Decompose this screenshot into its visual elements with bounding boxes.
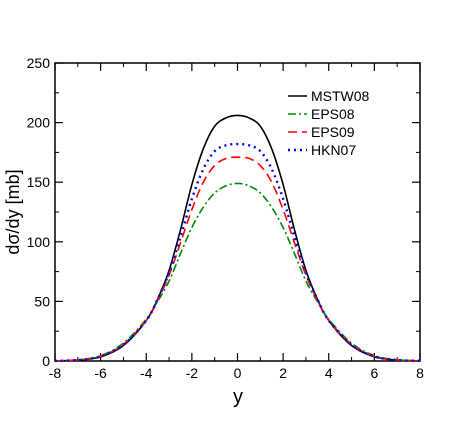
legend-label-eps08: EPS08 [311, 106, 355, 122]
x-tick-label: 6 [370, 365, 378, 381]
axes-layer: -8 -6 -4 -2 0 2 4 6 8 0 50 100 150 200 250 [27, 55, 424, 381]
y-tick-label: 250 [27, 55, 51, 71]
series-layer [54, 114, 421, 363]
x-tick-label: 8 [416, 365, 424, 381]
legend-label-hkn07: HKN07 [311, 142, 356, 158]
legend-label-mstw08: MSTW08 [311, 88, 370, 104]
legend-label-eps09: EPS09 [311, 124, 355, 140]
y-tick-label: 0 [42, 353, 50, 369]
y-tick-label: 150 [27, 174, 51, 190]
legend: MSTW08 EPS08 EPS09 HKN07 [288, 88, 370, 158]
x-axis-label: y [233, 386, 243, 408]
x-tick-label: 4 [325, 365, 333, 381]
x-tick-label: 0 [234, 365, 242, 381]
series-line-eps09 [54, 156, 421, 362]
x-tick-label: -4 [140, 365, 153, 381]
y-tick-label: 200 [27, 115, 51, 131]
x-tick-label: -2 [186, 365, 199, 381]
x-tick-label: -8 [49, 365, 62, 381]
y-axis-label: dσ/dy [mb] [3, 169, 23, 254]
x-tick-label: 2 [279, 365, 287, 381]
series-line-eps08 [54, 182, 421, 362]
series-line-mstw08 [54, 114, 421, 362]
y-tick-label: 50 [34, 293, 50, 309]
y-tick-label: 100 [27, 234, 51, 250]
x-tick-label: -6 [94, 365, 107, 381]
plot-frame [54, 62, 421, 362]
series-line-hkn07 [54, 142, 421, 363]
